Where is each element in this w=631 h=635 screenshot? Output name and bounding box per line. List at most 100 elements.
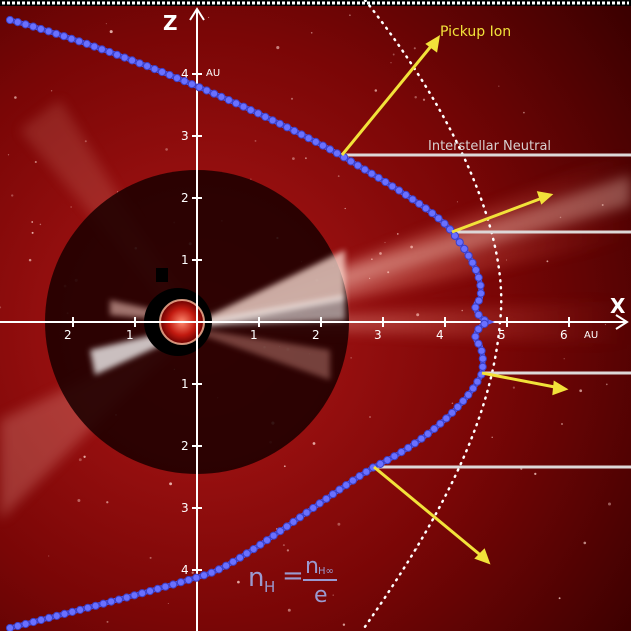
star: [287, 608, 291, 612]
boundary-bead: [246, 106, 255, 115]
boundary-bead: [13, 18, 22, 27]
pickup-ion-arrows: [340, 35, 569, 565]
boundary-bead: [410, 439, 419, 448]
boundary-bead: [474, 310, 483, 319]
boundary-bead: [355, 472, 364, 481]
formula-equals: =: [282, 561, 304, 591]
star: [7, 154, 10, 156]
star: [456, 201, 458, 203]
boundary-bead: [476, 289, 485, 298]
boundary-bead: [455, 238, 464, 247]
star: [558, 597, 561, 600]
z-axis-arrowhead: [189, 7, 205, 21]
boundary-bead: [242, 549, 251, 558]
z-tick-label: 4: [181, 563, 189, 577]
x-tick-label: 1: [250, 328, 258, 342]
star: [149, 556, 152, 559]
star: [106, 501, 109, 504]
star: [491, 436, 493, 439]
boundary-bead: [105, 47, 114, 57]
boundary-bead: [408, 195, 417, 204]
boundary-bead: [97, 45, 107, 54]
boundary-bead: [423, 429, 432, 438]
formula-numerator: n: [305, 554, 319, 579]
star: [607, 502, 612, 506]
boundary-bead: [114, 595, 124, 604]
star: [605, 383, 608, 386]
formula-denominator: e: [314, 583, 328, 608]
star: [337, 175, 340, 177]
boundary-bead: [122, 593, 131, 602]
boundary-bead: [464, 251, 473, 260]
boundary-bead: [335, 485, 344, 494]
boundary-bead: [29, 22, 38, 31]
star: [165, 148, 168, 151]
boundary-bead: [469, 384, 478, 393]
z-tick-label: 3: [181, 129, 189, 143]
boundary-bead: [434, 214, 443, 223]
boundary-bead: [276, 527, 285, 536]
star: [344, 207, 346, 210]
boundary-bead: [309, 503, 318, 513]
boundary-bead: [199, 571, 209, 580]
x-axis-arrowhead: [615, 314, 629, 330]
boundary-bead: [232, 99, 241, 108]
boundary-bead: [397, 448, 406, 457]
z-tick-label: 1: [181, 253, 189, 267]
boundary-bead: [477, 346, 486, 355]
z-tick-label: 4: [181, 67, 189, 81]
boundary-bead: [360, 165, 369, 174]
boundary-bead: [381, 177, 390, 187]
boundary-bead: [332, 149, 342, 158]
x-tick-label: 5: [498, 328, 506, 342]
boundary-bead: [75, 37, 84, 46]
star: [390, 62, 392, 64]
boundary-bead: [460, 244, 469, 253]
interstellar-neutral-label: Interstellar Neutral: [428, 139, 551, 154]
x-tick-label: 2: [312, 328, 320, 342]
boundary-bead: [235, 553, 245, 562]
boundary-bead: [318, 141, 327, 150]
star: [169, 482, 173, 486]
star: [583, 541, 587, 545]
star: [414, 95, 417, 99]
boundary-bead: [473, 377, 482, 386]
boundary-bead: [282, 522, 291, 531]
boundary-bead: [36, 24, 46, 34]
boundary-bead: [5, 15, 15, 25]
z-tick-label: 3: [181, 501, 189, 515]
star: [561, 423, 563, 425]
star: [14, 96, 17, 99]
boundary-bead: [13, 621, 22, 631]
boundary-bead: [304, 134, 313, 143]
star: [422, 98, 426, 101]
star: [512, 386, 515, 389]
boundary-bead: [471, 303, 480, 312]
star: [31, 221, 34, 223]
star: [0, 306, 2, 309]
boundary-bead: [83, 603, 92, 612]
boundary-bead: [207, 568, 216, 577]
star: [292, 157, 295, 160]
star: [50, 90, 53, 92]
occulter-arm: [156, 268, 168, 282]
boundary-data-points: [5, 15, 489, 633]
x-axis-label: X: [610, 294, 626, 318]
boundary-bead: [342, 481, 351, 490]
x-tick-label: 2: [64, 328, 72, 342]
x-tick-marks: 2 1 1 2 3 4 5 6: [64, 317, 570, 342]
star: [39, 223, 42, 226]
boundary-bead: [353, 161, 362, 170]
boundary-bead: [478, 362, 487, 371]
boundary-bead: [202, 86, 211, 95]
boundary-bead: [476, 281, 485, 290]
star: [332, 594, 334, 596]
arrow-3: [481, 371, 561, 390]
boundary-bead: [153, 584, 162, 594]
boundary-bead: [224, 96, 233, 105]
x-tick-label: 6: [560, 328, 568, 342]
boundary-bead: [5, 623, 15, 633]
boundary-bead: [90, 42, 99, 51]
boundary-bead: [52, 29, 61, 38]
